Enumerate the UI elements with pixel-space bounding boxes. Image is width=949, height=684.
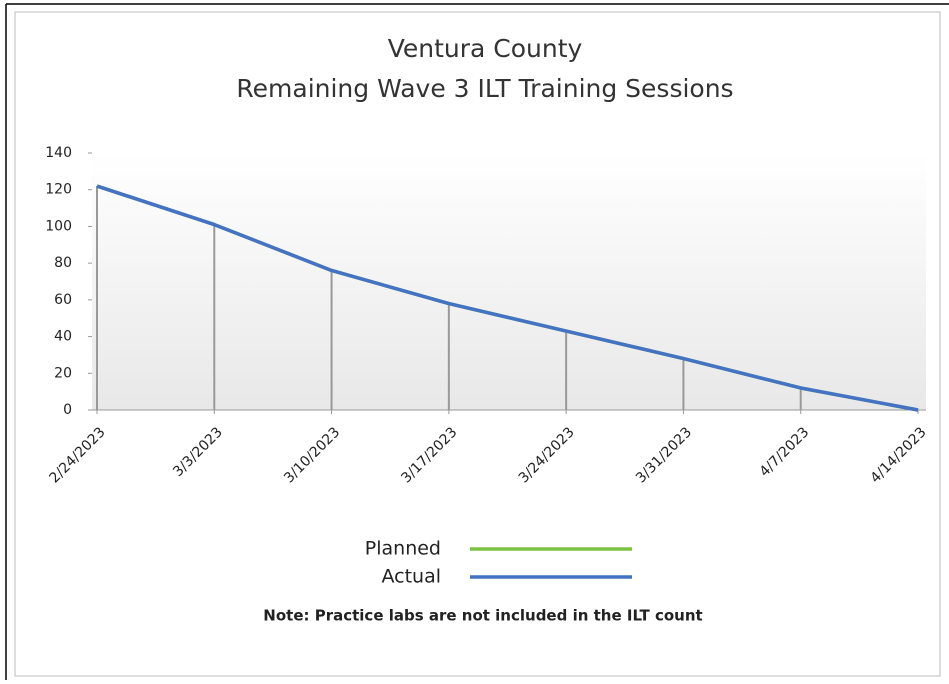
y-tick-label: 40 [54, 329, 72, 345]
chart-title: Ventura County [388, 34, 583, 63]
legend-label: Actual [381, 566, 441, 588]
note: Note: Practice labs are not included in … [263, 607, 702, 625]
y-tick-label: 20 [54, 365, 72, 381]
series-line [96, 184, 919, 412]
y-tick-label: 80 [54, 255, 72, 271]
y-tick-label: 100 [45, 218, 72, 234]
y-tick-label: 120 [45, 182, 72, 198]
plot-area [92, 153, 926, 410]
legend-label: Planned [365, 538, 441, 560]
y-tick-label: 60 [54, 292, 72, 308]
y-tick-label: 0 [63, 402, 72, 418]
y-tick-label: 140 [45, 145, 72, 161]
chart-title: Remaining Wave 3 ILT Training Sessions [236, 74, 733, 103]
